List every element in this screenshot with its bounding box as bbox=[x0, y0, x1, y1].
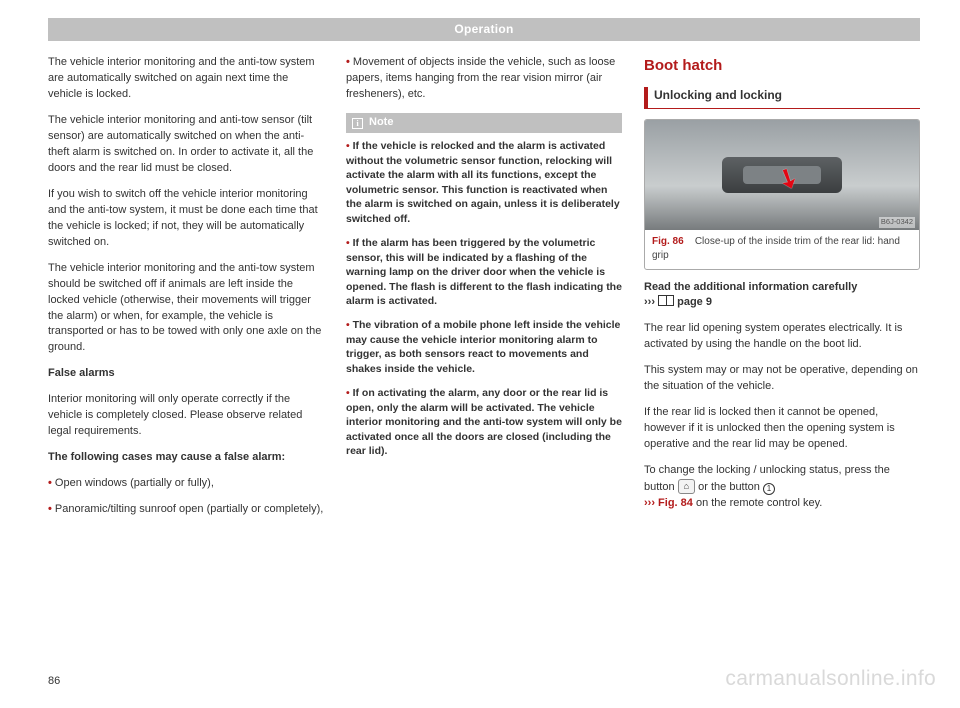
column-1: The vehicle interior monitoring and the … bbox=[48, 55, 324, 528]
list-item: Open windows (partially or fully), bbox=[48, 476, 324, 492]
boot-handle-graphic: ➘ bbox=[722, 157, 842, 193]
page-number: 86 bbox=[48, 674, 60, 690]
note-item: If the vehicle is relocked and the alarm… bbox=[346, 139, 622, 226]
figure-code: B6J-0342 bbox=[879, 217, 915, 228]
note-body: If the vehicle is relocked and the alarm… bbox=[346, 139, 622, 459]
subheading-false-alarms: False alarms bbox=[48, 366, 324, 382]
column-3: Boot hatch Unlocking and locking ➘ B6J-0… bbox=[644, 55, 920, 528]
info-icon: i bbox=[352, 118, 363, 129]
subheading-cases: The following cases may cause a false al… bbox=[48, 450, 324, 466]
list-item: Panoramic/tilting sunroof open (partiall… bbox=[48, 502, 324, 518]
body-text: The vehicle interior monitoring and the … bbox=[48, 55, 324, 103]
note-header: i Note bbox=[346, 113, 622, 133]
note-item: The vibration of a mobile phone left ins… bbox=[346, 318, 622, 376]
body-text: The vehicle interior monitoring and the … bbox=[48, 261, 324, 357]
read-more-page: page 9 bbox=[677, 296, 712, 308]
body-text: If the rear lid is locked then it cannot… bbox=[644, 405, 920, 453]
note-label: Note bbox=[369, 115, 393, 131]
circled-number-icon: 1 bbox=[763, 483, 775, 495]
body-text: If you wish to switch off the vehicle in… bbox=[48, 187, 324, 251]
body-text: This system may or may not be operative,… bbox=[644, 363, 920, 395]
arrow-icon: ➘ bbox=[770, 157, 806, 200]
subsection-unlocking: Unlocking and locking bbox=[644, 87, 920, 108]
note-item: If the alarm has been triggered by the v… bbox=[346, 236, 622, 308]
text-fragment: on the remote control key. bbox=[696, 497, 822, 509]
list-item: Movement of objects inside the vehicle, … bbox=[346, 55, 622, 103]
ref-arrows-icon: ››› bbox=[644, 296, 655, 308]
body-text: The rear lid opening system operates ele… bbox=[644, 321, 920, 353]
book-icon bbox=[658, 295, 674, 306]
read-more-line: Read the additional information carefull… bbox=[644, 280, 920, 312]
content-columns: The vehicle interior monitoring and the … bbox=[48, 55, 920, 528]
figure-caption: Fig. 86 Close-up of the inside trim of t… bbox=[645, 230, 919, 269]
text-fragment: or the button bbox=[698, 481, 763, 493]
figure-86: ➘ B6J-0342 Fig. 86 Close-up of the insid… bbox=[644, 119, 920, 270]
note-item: If on activating the alarm, any door or … bbox=[346, 386, 622, 458]
section-header: Operation bbox=[48, 18, 920, 41]
body-text: To change the locking / unlocking status… bbox=[644, 463, 920, 512]
figure-image: ➘ B6J-0342 bbox=[645, 120, 919, 230]
section-title-boot-hatch: Boot hatch bbox=[644, 55, 920, 77]
figure-label: Fig. 86 bbox=[652, 236, 684, 247]
watermark: carmanualsonline.info bbox=[725, 664, 936, 694]
column-2: Movement of objects inside the vehicle, … bbox=[346, 55, 622, 528]
body-text: Interior monitoring will only operate co… bbox=[48, 392, 324, 440]
figure-reference: ››› Fig. 84 bbox=[644, 497, 693, 509]
read-more-text: Read the additional information carefull… bbox=[644, 281, 857, 293]
body-text: The vehicle interior monitoring and anti… bbox=[48, 113, 324, 177]
remote-unlock-button-icon: ⌂ bbox=[678, 479, 695, 494]
handle-recess: ➘ bbox=[743, 166, 821, 184]
